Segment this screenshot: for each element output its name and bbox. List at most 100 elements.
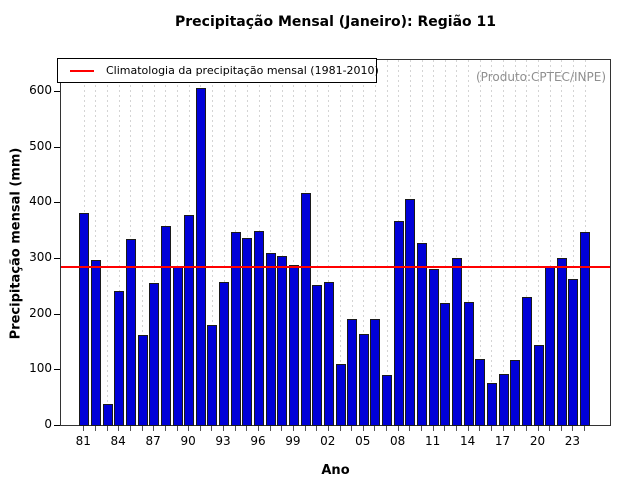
bar-1996 (254, 230, 264, 426)
bar-2010 (417, 242, 427, 426)
legend-label: Climatologia da precipitação mensal (198… (106, 64, 379, 77)
x-tick-label-2008: 08 (390, 434, 406, 448)
x-tick-2009 (409, 426, 411, 431)
bar-1986 (137, 334, 148, 426)
bar-2019 (521, 297, 532, 426)
gridline-2018 (514, 60, 516, 425)
bar-1999 (288, 265, 299, 426)
x-tick-2012 (444, 426, 446, 431)
gridline-2012 (444, 60, 446, 425)
x-tick-label-1987: 87 (145, 434, 161, 448)
gridline-2017 (503, 60, 504, 425)
x-tick-2016 (490, 426, 492, 431)
gridline-2004 (351, 60, 353, 425)
x-tick-label-1981: 81 (75, 434, 91, 448)
gridline-2013 (456, 60, 458, 425)
gridline-1984 (118, 60, 120, 425)
y-tick-100 (54, 369, 60, 371)
bar-1993 (219, 282, 229, 426)
x-tick-1989 (176, 426, 178, 431)
x-tick-2011 (432, 426, 434, 431)
bar-1998 (277, 255, 288, 426)
x-tick-1986 (141, 426, 143, 431)
bar-1997 (265, 252, 276, 426)
bar-1985 (125, 238, 136, 426)
bar-2017 (498, 373, 509, 426)
x-tick-1995 (246, 426, 248, 431)
product-watermark: (Produto:CPTEC/INPE) (476, 70, 606, 84)
gridline-2021 (549, 60, 551, 425)
x-tick-2017 (502, 426, 504, 431)
y-tick-300 (54, 258, 60, 259)
x-tick-1990 (188, 426, 190, 431)
x-tick-1997 (269, 426, 271, 431)
gridline-2019 (526, 60, 528, 425)
climatology-line (61, 266, 610, 269)
x-tick-label-2023: 23 (564, 434, 581, 448)
x-tick-1994 (234, 426, 236, 431)
bar-2015 (475, 358, 486, 426)
bar-1984 (114, 291, 125, 426)
x-tick-2022 (560, 426, 562, 431)
gridline-2001 (316, 60, 318, 425)
gridline-1983 (107, 60, 109, 425)
x-tick-label-1984: 84 (110, 434, 126, 448)
y-tick-label-300: 300 (29, 250, 52, 264)
bar-2023 (568, 278, 579, 426)
chart-title: Precipitação Mensal (Janeiro): Região 11 (174, 14, 497, 30)
bar-2012 (440, 303, 451, 426)
bar-1994 (230, 231, 241, 426)
y-tick-400 (54, 202, 60, 204)
x-tick-1981 (83, 426, 85, 431)
x-tick-2010 (421, 426, 422, 431)
y-tick-label-0: 0 (44, 417, 52, 431)
x-tick-2018 (514, 426, 516, 431)
gridline-1993 (223, 60, 225, 425)
x-tick-2024 (584, 426, 585, 431)
bar-1992 (207, 324, 218, 426)
bar-2020 (533, 345, 544, 426)
x-axis-title: Ano (321, 463, 350, 478)
gridline-1998 (281, 60, 283, 425)
gridline-1987 (153, 60, 155, 425)
x-tick-1988 (164, 426, 166, 431)
y-tick-600 (54, 91, 60, 92)
y-axis-title: Precipitação mensal (mm) (8, 147, 24, 340)
x-tick-2014 (467, 426, 469, 431)
gridline-1986 (142, 60, 143, 425)
x-tick-2008 (397, 426, 399, 431)
bar-2021 (545, 266, 556, 426)
x-tick-label-1996: 96 (250, 434, 266, 448)
x-tick-1987 (153, 426, 155, 431)
bar-1987 (149, 282, 160, 426)
x-tick-label-2005: 05 (355, 434, 371, 448)
legend-box: Climatologia da precipitação mensal (198… (57, 58, 379, 83)
x-tick-1991 (199, 426, 201, 431)
gridline-2020 (538, 60, 539, 425)
gridline-2011 (433, 60, 435, 425)
y-tick-500 (54, 146, 60, 148)
x-tick-2021 (549, 426, 551, 431)
bar-1982 (90, 259, 101, 426)
bar-2013 (451, 258, 462, 426)
bar-2016 (486, 382, 497, 426)
x-tick-1983 (106, 426, 108, 431)
x-tick-2004 (351, 426, 353, 431)
plot-area (60, 59, 611, 426)
y-tick-label-200: 200 (29, 305, 52, 320)
bar-1990 (184, 215, 195, 426)
x-tick-2020 (537, 426, 539, 431)
x-tick-label-1999: 99 (285, 434, 301, 448)
gridline-2002 (328, 60, 330, 425)
x-tick-2006 (374, 426, 376, 431)
x-tick-label-2002: 02 (320, 434, 336, 448)
gridline-2016 (491, 60, 493, 425)
x-tick-2019 (525, 426, 527, 431)
bar-2022 (556, 257, 567, 426)
gridline-2014 (468, 60, 470, 425)
x-tick-2007 (386, 426, 388, 431)
gridline-2010 (421, 60, 423, 425)
x-tick-label-2017: 17 (494, 434, 511, 448)
bars-layer (61, 60, 610, 426)
